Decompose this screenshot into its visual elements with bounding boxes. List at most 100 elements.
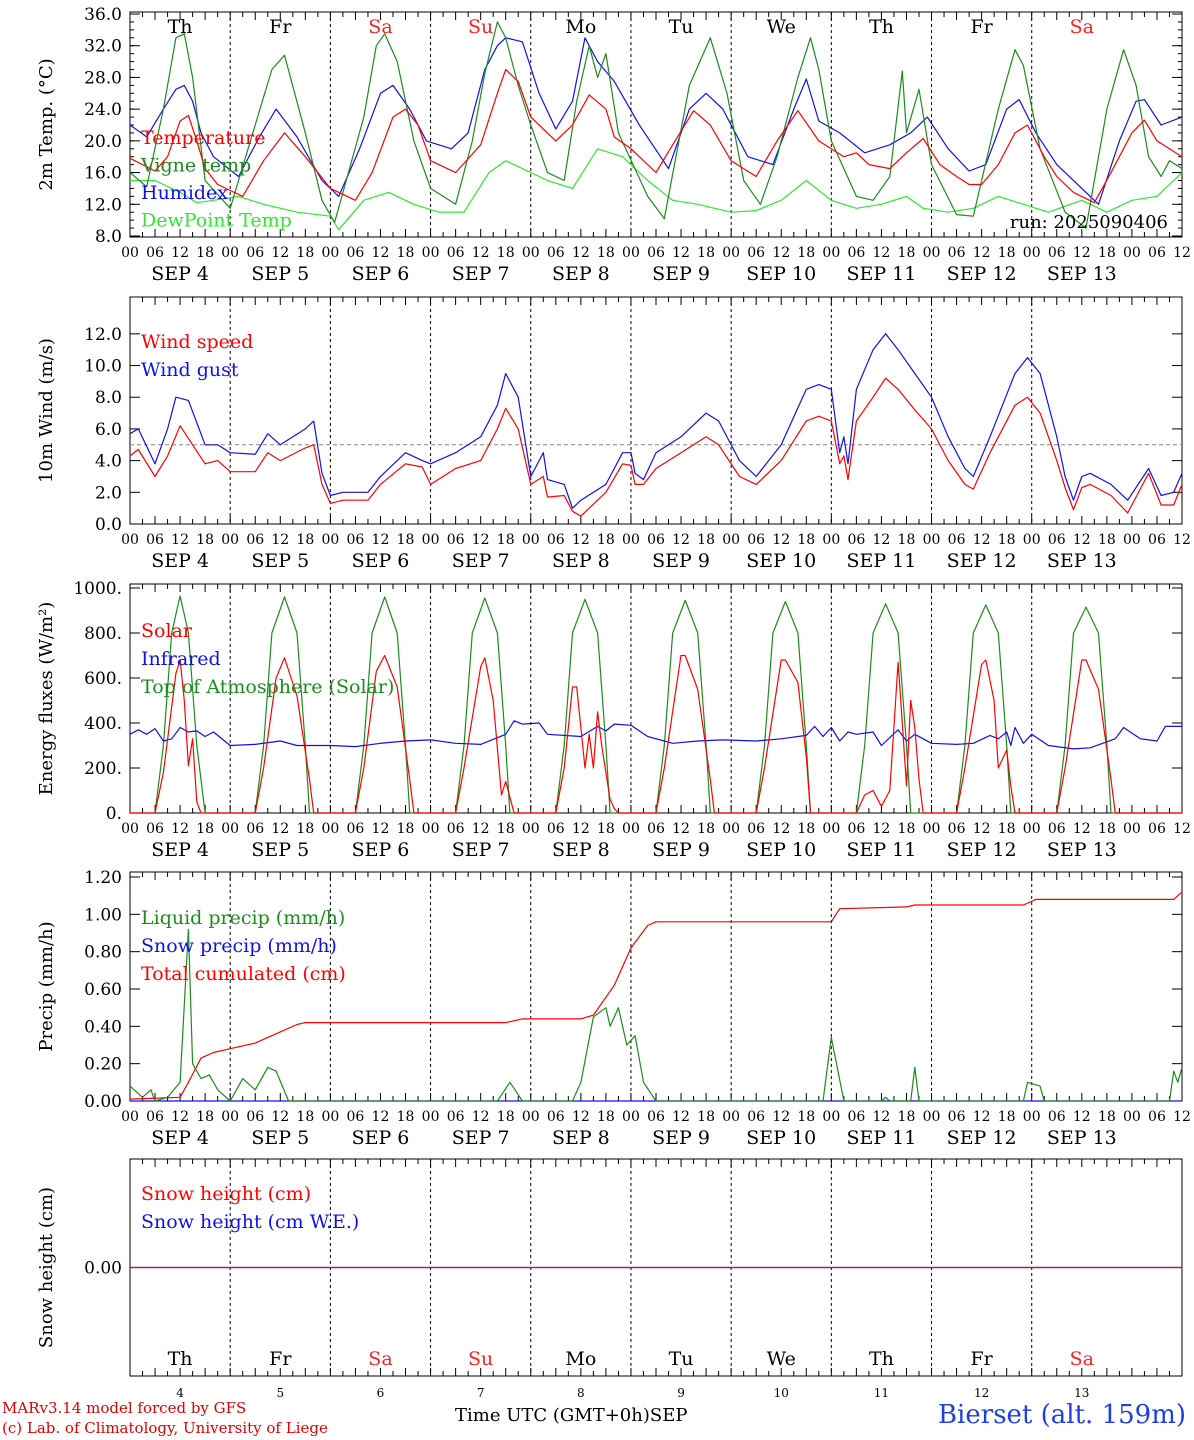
hour-label: 06: [747, 532, 765, 548]
hour-label: 12: [1073, 245, 1091, 261]
series-line-wind-gust: [129, 333, 1183, 509]
day-number: 8: [577, 1386, 585, 1400]
legend-entry: Vigne temp: [140, 155, 251, 177]
hour-label: 12: [873, 532, 891, 548]
hour-label: 06: [447, 1109, 465, 1125]
hour-label: 00: [1123, 821, 1141, 837]
y-tick-label: 16.0: [84, 164, 122, 184]
hour-label: 12: [171, 1109, 189, 1125]
hour-label: 12: [271, 532, 289, 548]
hour-label: 00: [1123, 1109, 1141, 1125]
hour-label: 12: [372, 532, 390, 548]
hour-label: 00: [722, 532, 740, 548]
hour-label: 18: [497, 245, 515, 261]
legend-entry: Solar: [141, 620, 193, 642]
hour-label: 06: [948, 821, 966, 837]
hour-label: 00: [622, 821, 640, 837]
y-tick-label: 6.0: [95, 420, 122, 440]
y-tick-label: 2.0: [95, 483, 122, 503]
hour-label: 12: [271, 1109, 289, 1125]
hour-label: 12: [572, 532, 590, 548]
hour-label: 06: [1148, 1109, 1166, 1125]
hour-label: 06: [347, 532, 365, 548]
day-name-top: Fr: [269, 16, 292, 38]
run-label: run: 2025090406: [1010, 212, 1168, 233]
hour-label: 06: [447, 821, 465, 837]
hour-label: 18: [497, 1109, 515, 1125]
hour-label: 12: [1173, 532, 1191, 548]
date-label: SEP 8: [552, 839, 610, 861]
hour-label: 00: [121, 1109, 139, 1125]
hour-label: 00: [221, 532, 239, 548]
hour-label: 18: [1098, 532, 1116, 548]
day-name-top: We: [767, 16, 796, 38]
legend-entry: Temperature: [141, 127, 265, 149]
hour-label: 06: [347, 821, 365, 837]
hour-label: 06: [948, 245, 966, 261]
hour-label: 12: [1073, 532, 1091, 548]
hour-label: 18: [196, 1109, 214, 1125]
y-tick-label: 600.: [84, 669, 122, 689]
date-label: SEP 13: [1047, 550, 1117, 572]
hour-label: 00: [722, 821, 740, 837]
hour-label: 00: [121, 821, 139, 837]
date-label: SEP 7: [452, 839, 510, 861]
date-label: SEP 10: [746, 1127, 816, 1149]
series-line-top-of-atmosphere-solar-: [130, 595, 1182, 814]
hour-label: 06: [747, 245, 765, 261]
y-axis-title: Precip (mm/h): [36, 921, 57, 1051]
legend-entry: Total cumulated (cm): [141, 963, 346, 985]
date-label: SEP 7: [452, 550, 510, 572]
hour-label: 12: [171, 821, 189, 837]
day-name-bottom: Mo: [565, 1348, 596, 1370]
hour-label: 18: [898, 1109, 916, 1125]
hour-label: 18: [998, 1109, 1016, 1125]
hour-label: 18: [296, 1109, 314, 1125]
hour-label: 06: [1048, 821, 1066, 837]
series-line-humidex: [129, 37, 1183, 205]
hour-label: 06: [146, 1109, 164, 1125]
date-label: SEP 11: [846, 839, 916, 861]
series-line-total-cumulated-cm-: [129, 891, 1183, 1100]
hour-label: 18: [296, 821, 314, 837]
day-name-bottom: Th: [869, 1348, 894, 1370]
date-label: SEP 10: [746, 263, 816, 285]
hour-label: 06: [547, 245, 565, 261]
y-tick-label: 0.00: [84, 1092, 122, 1112]
hour-label: 06: [146, 821, 164, 837]
hour-label: 06: [647, 1109, 665, 1125]
time-axis-title: Time UTC (GMT+0h): [455, 1405, 650, 1426]
legend-entry: Infrared: [141, 648, 221, 670]
hour-label: 18: [697, 821, 715, 837]
y-tick-label: 1.20: [84, 868, 122, 888]
y-tick-label: 10.0: [84, 357, 122, 377]
day-name-bottom: Th: [168, 1348, 193, 1370]
day-number: 9: [677, 1386, 685, 1400]
y-tick-label: 0.20: [84, 1055, 122, 1075]
hour-label: 12: [772, 1109, 790, 1125]
day-number: 5: [276, 1386, 284, 1400]
hour-label: 12: [572, 821, 590, 837]
y-tick-label: 12.0: [84, 195, 122, 215]
hour-label: 12: [1173, 245, 1191, 261]
hour-label: 18: [597, 821, 615, 837]
hour-label: 12: [271, 821, 289, 837]
hour-label: 06: [246, 821, 264, 837]
y-tick-label: 28.0: [84, 68, 122, 88]
y-tick-label: 0.: [106, 804, 122, 824]
hour-label: 18: [998, 245, 1016, 261]
hour-label: 18: [597, 1109, 615, 1125]
legend-entry: DewPoint Temp: [141, 210, 292, 232]
hour-label: 12: [772, 532, 790, 548]
hour-label: 00: [321, 245, 339, 261]
hour-label: 12: [372, 1109, 390, 1125]
date-label: SEP 4: [151, 839, 209, 861]
hour-label: 00: [1123, 245, 1141, 261]
hour-label: 12: [672, 1109, 690, 1125]
hour-label: 06: [1148, 532, 1166, 548]
date-label: SEP 10: [746, 550, 816, 572]
hour-label: 00: [522, 821, 540, 837]
y-tick-label: 24.0: [84, 100, 122, 120]
date-label: SEP 6: [352, 839, 410, 861]
hour-label: 00: [1123, 532, 1141, 548]
